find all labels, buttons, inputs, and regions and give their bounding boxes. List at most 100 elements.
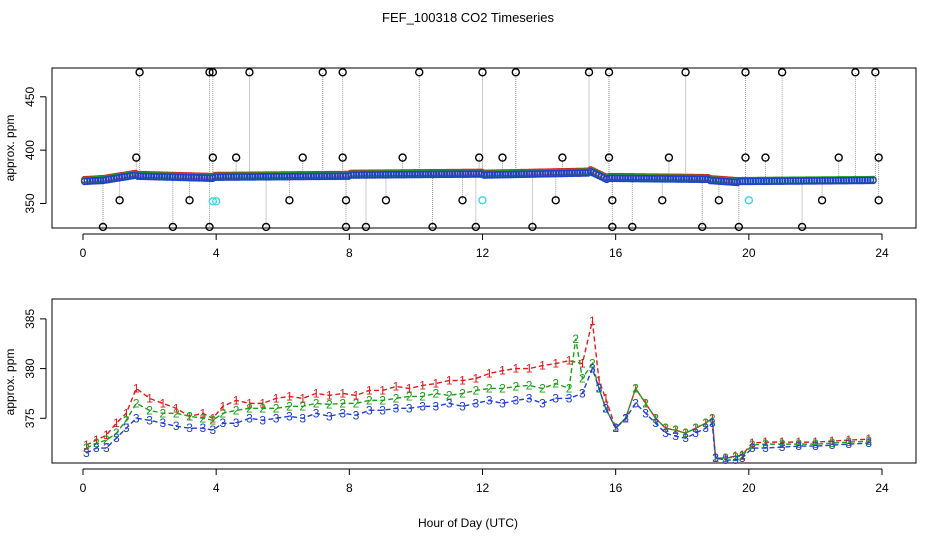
top-black-point	[381, 196, 391, 205]
top-blue-point	[467, 170, 475, 178]
bottom-series-1-point: 1	[259, 396, 266, 410]
bottom-series-3-point: 3	[379, 403, 386, 417]
top-blue-point	[277, 172, 286, 181]
top-black-point	[874, 153, 883, 162]
top-black-point	[341, 222, 351, 232]
top-blue-point	[248, 173, 257, 181]
bottom-series-3-point: 3	[246, 411, 253, 425]
top-blue-point	[192, 174, 201, 182]
top-blue-point	[219, 173, 227, 181]
bottom-series-1-point: 1	[539, 359, 546, 373]
bottom-series-2-point: 2	[299, 399, 306, 413]
top-blue-point	[744, 177, 752, 186]
bottom-series-3-point: 3	[393, 401, 400, 415]
top-blue-point	[376, 171, 385, 179]
bottom-series-3-point: 3	[113, 431, 120, 445]
bottom-series-2-point: 2	[486, 381, 493, 395]
top-black-point	[528, 222, 537, 232]
top-blue-point	[86, 177, 94, 185]
top-blue-point	[536, 170, 544, 178]
top-black-point	[558, 153, 567, 162]
top-blue-point	[783, 177, 792, 185]
bottom-series-2-point: 2	[459, 386, 466, 400]
top-blue-point	[616, 174, 624, 183]
bottom-series-3-point: 3	[353, 408, 360, 422]
top-black-point	[341, 196, 351, 205]
bottom-series-3-point: 3	[83, 446, 90, 460]
bottom-series-1-point: 1	[829, 434, 836, 448]
top-blue-point	[461, 170, 470, 178]
top-blue-point	[118, 173, 126, 182]
bottom-series-3-point: 3	[326, 409, 333, 423]
top-blue-point	[517, 170, 526, 179]
bottom-series-1-point: 1	[552, 357, 559, 371]
top-blue-point	[853, 176, 861, 185]
top-blue-point	[533, 170, 542, 178]
top-blue-point	[352, 171, 361, 179]
bottom-series-2-point: 2	[732, 450, 739, 464]
bottom-series-1-point: 1	[246, 396, 253, 410]
top-black-point	[817, 196, 827, 205]
bottom-series-1-line	[86, 320, 869, 459]
top-blue-point	[405, 170, 414, 179]
top-x-tick-label: 20	[742, 246, 756, 260]
top-black-point	[741, 68, 750, 77]
bottom-series-3-point: 3	[672, 429, 679, 443]
top-blue-point	[749, 177, 757, 186]
top-blue-point	[736, 177, 744, 186]
top-cyan-point	[211, 197, 221, 206]
bottom-series-3-point: 3	[459, 399, 466, 413]
top-blue-point	[317, 172, 326, 181]
bottom-series-1-point: 1	[313, 386, 320, 400]
top-blue-point	[504, 170, 512, 179]
bottom-series-2-point: 2	[273, 401, 280, 415]
top-blue-point	[698, 175, 707, 184]
top-black-point	[261, 222, 271, 232]
top-blue-point	[650, 174, 659, 183]
bottom-series-1-point: 1	[186, 409, 193, 423]
bottom-series-1-point: 1	[133, 381, 140, 395]
bottom-series-1-point: 1	[579, 357, 586, 371]
top-blue-point	[634, 174, 643, 183]
bottom-x-tick-label: 16	[609, 481, 623, 495]
bottom-series-1-point: 1	[566, 354, 573, 368]
top-blue-point	[331, 172, 339, 181]
bottom-y-tick-label: 385	[23, 309, 37, 329]
bottom-series-1-point: 1	[219, 399, 226, 413]
bottom-series-3-point: 3	[652, 416, 659, 430]
top-blue-point	[829, 176, 837, 185]
bottom-series-1-point: 1	[419, 378, 426, 392]
top-blue-point	[451, 170, 459, 179]
top-blue-point	[496, 170, 504, 179]
bottom-series-1-point: 1	[209, 411, 216, 425]
top-blue-point	[168, 173, 177, 181]
bottom-series-2-point: 2	[612, 421, 619, 435]
top-blue-point	[632, 174, 640, 183]
bottom-series-3-point: 3	[299, 411, 306, 425]
top-blue-point	[179, 173, 188, 182]
bottom-series-1-point: 1	[103, 428, 110, 442]
top-blue-point	[373, 171, 382, 179]
top-blue-point	[624, 174, 632, 183]
bottom-series-2-point: 2	[173, 406, 180, 420]
top-y-tick-label: 400	[23, 140, 37, 160]
bottom-series-2-point: 2	[692, 421, 699, 435]
top-blue-point	[368, 171, 377, 179]
top-blue-point	[283, 172, 291, 181]
bottom-series-2-point: 2	[682, 426, 689, 440]
bottom-series-2-point: 2	[812, 437, 819, 451]
bottom-series-3-point: 3	[829, 438, 836, 452]
top-x-tick-label: 8	[346, 246, 353, 260]
top-blue-point	[459, 170, 467, 178]
bottom-series-3-point: 3	[406, 401, 413, 415]
top-blue-point	[488, 171, 496, 179]
top-blue-point	[621, 174, 630, 183]
bottom-series-3-point: 3	[602, 401, 609, 415]
bottom-series-2-point: 2	[779, 437, 786, 451]
top-blue-point	[187, 173, 195, 182]
top-blue-point	[728, 178, 736, 186]
top-blue-point	[637, 174, 646, 183]
top-blue-point	[91, 177, 100, 185]
top-blue-point	[610, 174, 619, 183]
top-black-point	[478, 68, 487, 77]
